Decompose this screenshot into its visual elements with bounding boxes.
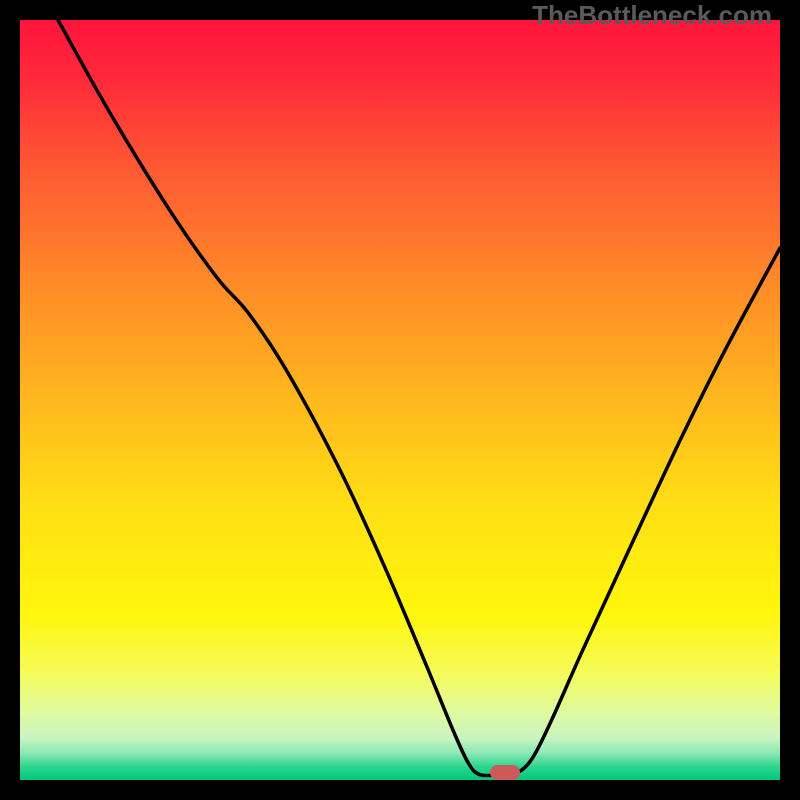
plot-area [20,20,780,780]
watermark-text: TheBottleneck.com [532,0,772,31]
bottleneck-curve [20,20,780,780]
chart-container: TheBottleneck.com [0,0,800,800]
optimum-marker [490,765,520,780]
